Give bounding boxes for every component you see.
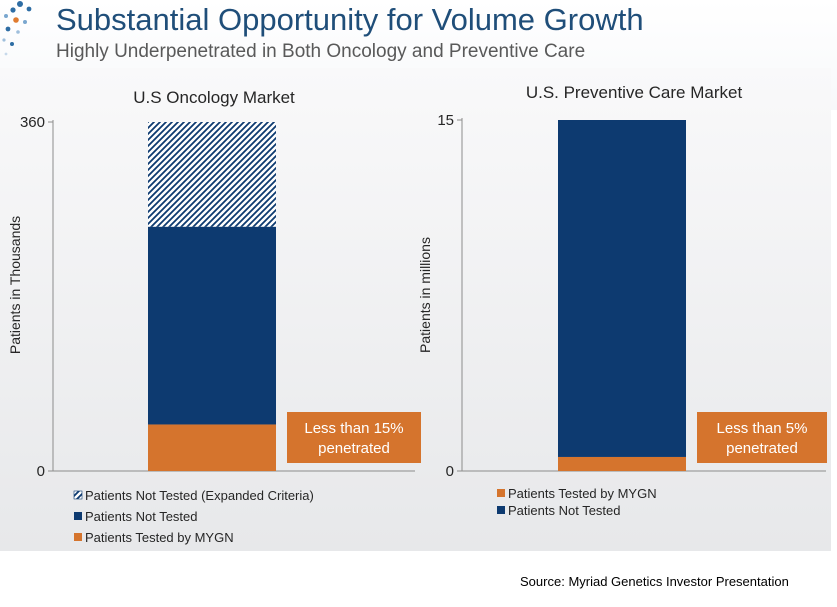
chart2-y-tick-label: 0 [446, 463, 454, 480]
chart1-annotation-line-1: Less than 15% [304, 420, 403, 437]
chart1-bar-segment-3 [148, 122, 276, 227]
chart2-annotation-line-2: penetrated [726, 440, 798, 457]
chart1-annotation-line-2: penetrated [318, 440, 390, 457]
chart2-annotation-box [697, 412, 827, 463]
chart1-legend-label-3: Patients Tested by MYGN [85, 530, 234, 545]
chart1-bar-segment-2 [148, 226, 276, 425]
chart2-legend-swatch-1 [497, 489, 505, 497]
source-label: Source: [520, 574, 565, 589]
chart2-legend-label-1: Patients Tested by MYGN [508, 486, 657, 501]
source-text: Myriad Genetics Investor Presentation [568, 574, 789, 589]
chart1-legend-label-2: Patients Not Tested [85, 509, 198, 524]
chart1-bar-segment-1 [148, 424, 276, 471]
chart2-y-axis-label: Patients in millions [417, 237, 433, 353]
chart2-legend-swatch-2 [497, 506, 505, 514]
chart1-legend-label-1: Patients Not Tested (Expanded Criteria) [85, 488, 314, 503]
chart2-annotation-line-1: Less than 5% [717, 420, 808, 437]
chart1-y-axis-label: Patients in Thousands [7, 216, 23, 354]
chart2-y-tick-label: 15 [437, 112, 454, 129]
chart2-bar-segment-2 [558, 120, 686, 457]
chart1-legend-swatch-2 [74, 512, 82, 520]
chart2-legend-label-2: Patients Not Tested [508, 503, 621, 518]
chart1-y-tick-label: 0 [37, 463, 45, 480]
chart2-bar-segment-1 [558, 456, 686, 471]
source-note: Source: Myriad Genetics Investor Present… [520, 574, 789, 589]
page-subtitle: Highly Underpenetrated in Both Oncology … [56, 41, 586, 62]
chart1-title: U.S Oncology Market [133, 88, 295, 107]
chart1-legend-swatch-1 [73, 490, 83, 500]
chart2-title: U.S. Preventive Care Market [526, 83, 743, 102]
chart1-annotation-box [287, 412, 421, 463]
chart1-y-tick-label: 360 [20, 114, 45, 131]
chart1-legend-swatch-3 [74, 533, 82, 541]
page-title: Substantial Opportunity for Volume Growt… [56, 2, 644, 37]
logo-dots-icon [2, 1, 32, 56]
